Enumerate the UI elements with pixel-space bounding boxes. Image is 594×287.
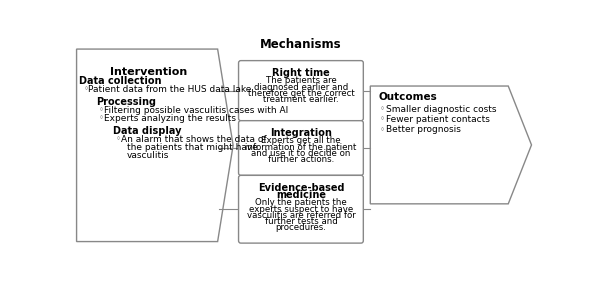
Text: Integration: Integration	[270, 128, 332, 138]
Text: Fewer patient contacts: Fewer patient contacts	[386, 115, 489, 124]
Text: ◦: ◦	[99, 106, 104, 115]
Text: Experts analyzing the results: Experts analyzing the results	[104, 114, 236, 123]
Text: ◦: ◦	[380, 115, 384, 124]
Text: and use it to decide on: and use it to decide on	[251, 149, 350, 158]
Text: An alarm that shows the data of: An alarm that shows the data of	[121, 135, 266, 144]
Text: ◦: ◦	[99, 114, 104, 123]
Text: Better prognosis: Better prognosis	[386, 125, 461, 134]
Text: Right time: Right time	[272, 68, 330, 78]
Text: procedures.: procedures.	[276, 223, 326, 232]
Text: Evidence-based: Evidence-based	[258, 183, 344, 193]
Text: The patients are: The patients are	[266, 76, 336, 86]
Text: medicine: medicine	[276, 190, 326, 200]
Text: vasculitis are referred for: vasculitis are referred for	[247, 211, 355, 220]
Text: Processing: Processing	[96, 97, 156, 107]
Text: Patient data from the HUS data lake: Patient data from the HUS data lake	[88, 85, 252, 94]
Text: Filtering possible vasculitis cases with AI: Filtering possible vasculitis cases with…	[104, 106, 288, 115]
FancyBboxPatch shape	[239, 121, 364, 175]
Text: Smaller diagnostic costs: Smaller diagnostic costs	[386, 104, 497, 114]
Text: ◦: ◦	[380, 125, 384, 134]
Text: vasculitis: vasculitis	[127, 151, 169, 160]
Text: therefore get the correct: therefore get the correct	[248, 89, 354, 98]
Text: Data collection: Data collection	[79, 76, 162, 86]
FancyBboxPatch shape	[239, 61, 364, 121]
Text: Outcomes: Outcomes	[378, 92, 437, 102]
Text: experts suspect to have: experts suspect to have	[249, 205, 353, 214]
Text: the patients that might have: the patients that might have	[127, 143, 258, 152]
Text: Mechanisms: Mechanisms	[260, 38, 342, 51]
Text: information of the patient: information of the patient	[245, 143, 356, 152]
Text: ◦: ◦	[84, 85, 89, 94]
Text: ◦: ◦	[116, 135, 121, 144]
Text: Intervention: Intervention	[110, 67, 187, 77]
Text: further tests and: further tests and	[264, 217, 337, 226]
Text: ◦: ◦	[380, 104, 384, 114]
Text: diagnosed earlier and: diagnosed earlier and	[254, 83, 348, 92]
FancyBboxPatch shape	[239, 175, 364, 243]
Text: further actions.: further actions.	[268, 155, 334, 164]
Text: Data display: Data display	[113, 126, 182, 136]
Text: Only the patients the: Only the patients the	[255, 198, 347, 208]
Text: Experts get all the: Experts get all the	[261, 136, 341, 146]
Text: treatment earlier.: treatment earlier.	[263, 95, 339, 104]
